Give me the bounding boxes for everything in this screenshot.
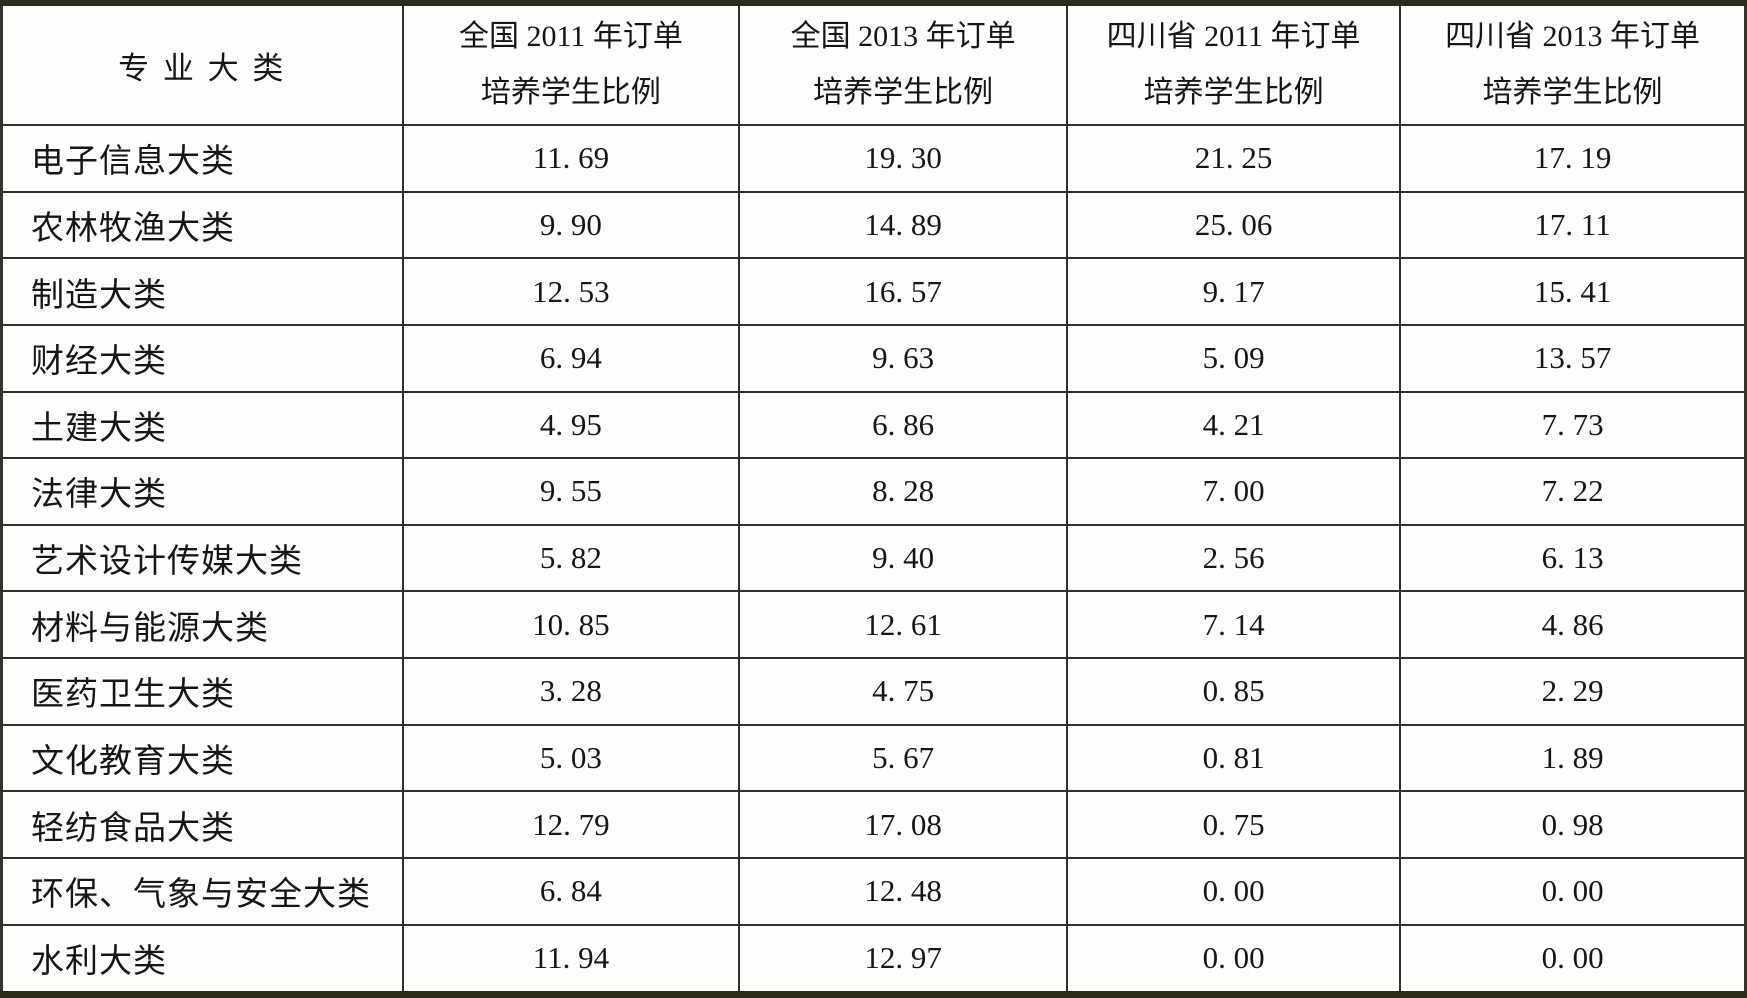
category-cell: 制造大类 [0, 257, 404, 326]
header-line2: 培养学生比例 [813, 76, 994, 109]
value-cell: 5. 82 [401, 523, 741, 593]
category-cell: 土建大类 [0, 390, 404, 460]
header-category: 专 业 大 类 [0, 2, 404, 126]
value-cell: 9. 17 [1066, 257, 1402, 326]
value-cell: 12. 53 [401, 257, 741, 326]
value-cell: 2. 56 [1066, 523, 1402, 593]
table-row: 水利大类 11. 94 12. 97 0. 00 0. 00 [0, 923, 1747, 996]
category-cell: 材料与能源大类 [0, 590, 404, 659]
header-line1: 全国 2011 年订单 [458, 20, 683, 53]
value-cell: 9. 40 [738, 523, 1069, 593]
value-cell: 13. 57 [1399, 323, 1747, 393]
header-sichuan-2011: 四川省 2011 年订单 培养学生比例 [1066, 2, 1402, 126]
table-row: 医药卫生大类 3. 28 4. 75 0. 85 2. 29 [0, 657, 1747, 726]
category-cell: 轻纺食品大类 [0, 790, 404, 859]
value-cell: 10. 85 [401, 590, 741, 659]
table-row: 环保、气象与安全大类 6. 84 12. 48 0. 00 0. 00 [0, 856, 1747, 926]
table-row: 制造大类 12. 53 16. 57 9. 17 15. 41 [0, 257, 1747, 326]
value-cell: 9. 63 [738, 323, 1069, 393]
category-cell: 环保、气象与安全大类 [0, 856, 404, 926]
value-cell: 17. 08 [738, 790, 1069, 859]
value-cell: 11. 69 [401, 124, 741, 193]
header-sichuan-2013: 四川省 2013 年订单 培养学生比例 [1399, 2, 1747, 126]
header-line2: 培养学生比例 [1143, 76, 1324, 109]
value-cell: 21. 25 [1066, 124, 1402, 193]
category-cell: 医药卫生大类 [0, 657, 404, 726]
header-line1: 全国 2013 年订单 [790, 20, 1016, 53]
header-line1: 四川省 2013 年订单 [1445, 20, 1701, 53]
table-row: 农林牧渔大类 9. 90 14. 89 25. 06 17. 11 [0, 190, 1747, 260]
value-cell: 0. 00 [1066, 856, 1402, 926]
value-cell: 9. 90 [401, 190, 741, 260]
table-row: 艺术设计传媒大类 5. 82 9. 40 2. 56 6. 13 [0, 523, 1747, 593]
value-cell: 3. 28 [401, 657, 741, 726]
value-cell: 0. 00 [1399, 923, 1747, 996]
value-cell: 6. 94 [401, 323, 741, 393]
value-cell: 6. 86 [738, 390, 1069, 460]
value-cell: 0. 85 [1066, 657, 1402, 726]
value-cell: 19. 30 [738, 124, 1069, 193]
header-row: 专 业 大 类 全国 2011 年订单 培养学生比例 全国 2013 年订单 培… [0, 2, 1747, 126]
category-cell: 水利大类 [0, 923, 404, 996]
value-cell: 12. 61 [738, 590, 1069, 659]
value-cell: 17. 19 [1399, 124, 1747, 193]
value-cell: 0. 81 [1066, 723, 1402, 793]
value-cell: 4. 21 [1066, 390, 1402, 460]
category-cell: 农林牧渔大类 [0, 190, 404, 260]
table-row: 法律大类 9. 55 8. 28 7. 00 7. 22 [0, 457, 1747, 526]
value-cell: 7. 14 [1066, 590, 1402, 659]
table-row: 材料与能源大类 10. 85 12. 61 7. 14 4. 86 [0, 590, 1747, 659]
value-cell: 0. 00 [1399, 856, 1747, 926]
category-cell: 艺术设计传媒大类 [0, 523, 404, 593]
value-cell: 5. 09 [1066, 323, 1402, 393]
category-cell: 文化教育大类 [0, 723, 404, 793]
value-cell: 11. 94 [401, 923, 741, 996]
value-cell: 4. 95 [401, 390, 741, 460]
value-cell: 9. 55 [401, 457, 741, 526]
value-cell: 15. 41 [1399, 257, 1747, 326]
table-row: 电子信息大类 11. 69 19. 30 21. 25 17. 19 [0, 124, 1747, 193]
value-cell: 5. 67 [738, 723, 1069, 793]
value-cell: 0. 00 [1066, 923, 1402, 996]
value-cell: 6. 13 [1399, 523, 1747, 593]
table-row: 土建大类 4. 95 6. 86 4. 21 7. 73 [0, 390, 1747, 460]
value-cell: 12. 48 [738, 856, 1069, 926]
value-cell: 2. 29 [1399, 657, 1747, 726]
value-cell: 4. 75 [738, 657, 1069, 726]
value-cell: 8. 28 [738, 457, 1069, 526]
header-line2: 培养学生比例 [480, 76, 661, 109]
value-cell: 7. 22 [1399, 457, 1747, 526]
value-cell: 4. 86 [1399, 590, 1747, 659]
value-cell: 12. 79 [401, 790, 741, 859]
header-line1: 四川省 2011 年订单 [1106, 20, 1361, 53]
value-cell: 17. 11 [1399, 190, 1747, 260]
value-cell: 12. 97 [738, 923, 1069, 996]
value-cell: 6. 84 [401, 856, 741, 926]
header-national-2011: 全国 2011 年订单 培养学生比例 [401, 2, 741, 126]
value-cell: 25. 06 [1066, 190, 1402, 260]
category-cell: 财经大类 [0, 323, 404, 393]
value-cell: 5. 03 [401, 723, 741, 793]
value-cell: 1. 89 [1399, 723, 1747, 793]
value-cell: 16. 57 [738, 257, 1069, 326]
value-cell: 0. 75 [1066, 790, 1402, 859]
value-cell: 0. 98 [1399, 790, 1747, 859]
table-row: 财经大类 6. 94 9. 63 5. 09 13. 57 [0, 323, 1747, 393]
table-row: 轻纺食品大类 12. 79 17. 08 0. 75 0. 98 [0, 790, 1747, 859]
header-national-2013: 全国 2013 年订单 培养学生比例 [738, 2, 1069, 126]
category-cell: 电子信息大类 [0, 124, 404, 193]
table-row: 文化教育大类 5. 03 5. 67 0. 81 1. 89 [0, 723, 1747, 793]
value-cell: 14. 89 [738, 190, 1069, 260]
category-cell: 法律大类 [0, 457, 404, 526]
header-line2: 培养学生比例 [1482, 76, 1663, 109]
value-cell: 7. 73 [1399, 390, 1747, 460]
value-cell: 7. 00 [1066, 457, 1402, 526]
